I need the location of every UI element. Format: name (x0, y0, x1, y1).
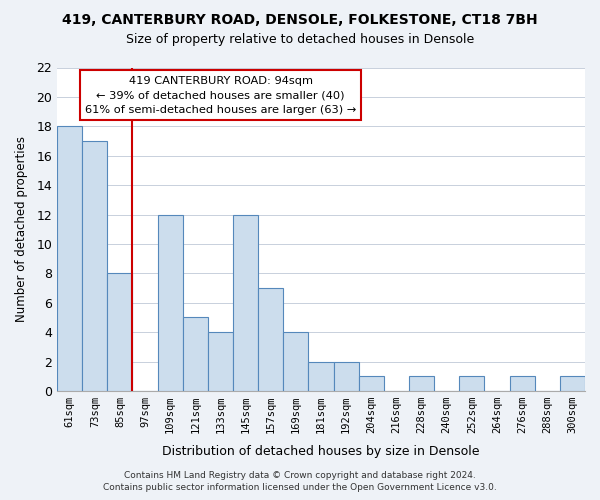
Text: 419 CANTERBURY ROAD: 94sqm
← 39% of detached houses are smaller (40)
61% of semi: 419 CANTERBURY ROAD: 94sqm ← 39% of deta… (85, 76, 356, 115)
Bar (82, 141, 107, 391)
Text: Contains HM Land Registry data © Crown copyright and database right 2024.
Contai: Contains HM Land Registry data © Crown c… (103, 471, 497, 492)
Y-axis label: Number of detached properties: Number of detached properties (15, 136, 28, 322)
Bar (409, 376, 434, 391)
Text: Size of property relative to detached houses in Densole: Size of property relative to detached ho… (126, 32, 474, 46)
Bar (208, 332, 233, 391)
Bar (183, 318, 208, 391)
Text: 419, CANTERBURY ROAD, DENSOLE, FOLKESTONE, CT18 7BH: 419, CANTERBURY ROAD, DENSOLE, FOLKESTON… (62, 12, 538, 26)
Bar (334, 362, 359, 391)
Bar (258, 288, 283, 391)
Bar (283, 332, 308, 391)
Bar (460, 376, 484, 391)
X-axis label: Distribution of detached houses by size in Densole: Distribution of detached houses by size … (162, 444, 480, 458)
Bar (107, 274, 133, 391)
Bar (308, 362, 334, 391)
Bar (509, 376, 535, 391)
Bar (233, 214, 258, 391)
Bar (560, 376, 585, 391)
Bar (57, 126, 82, 391)
Bar (359, 376, 384, 391)
Bar (158, 214, 183, 391)
